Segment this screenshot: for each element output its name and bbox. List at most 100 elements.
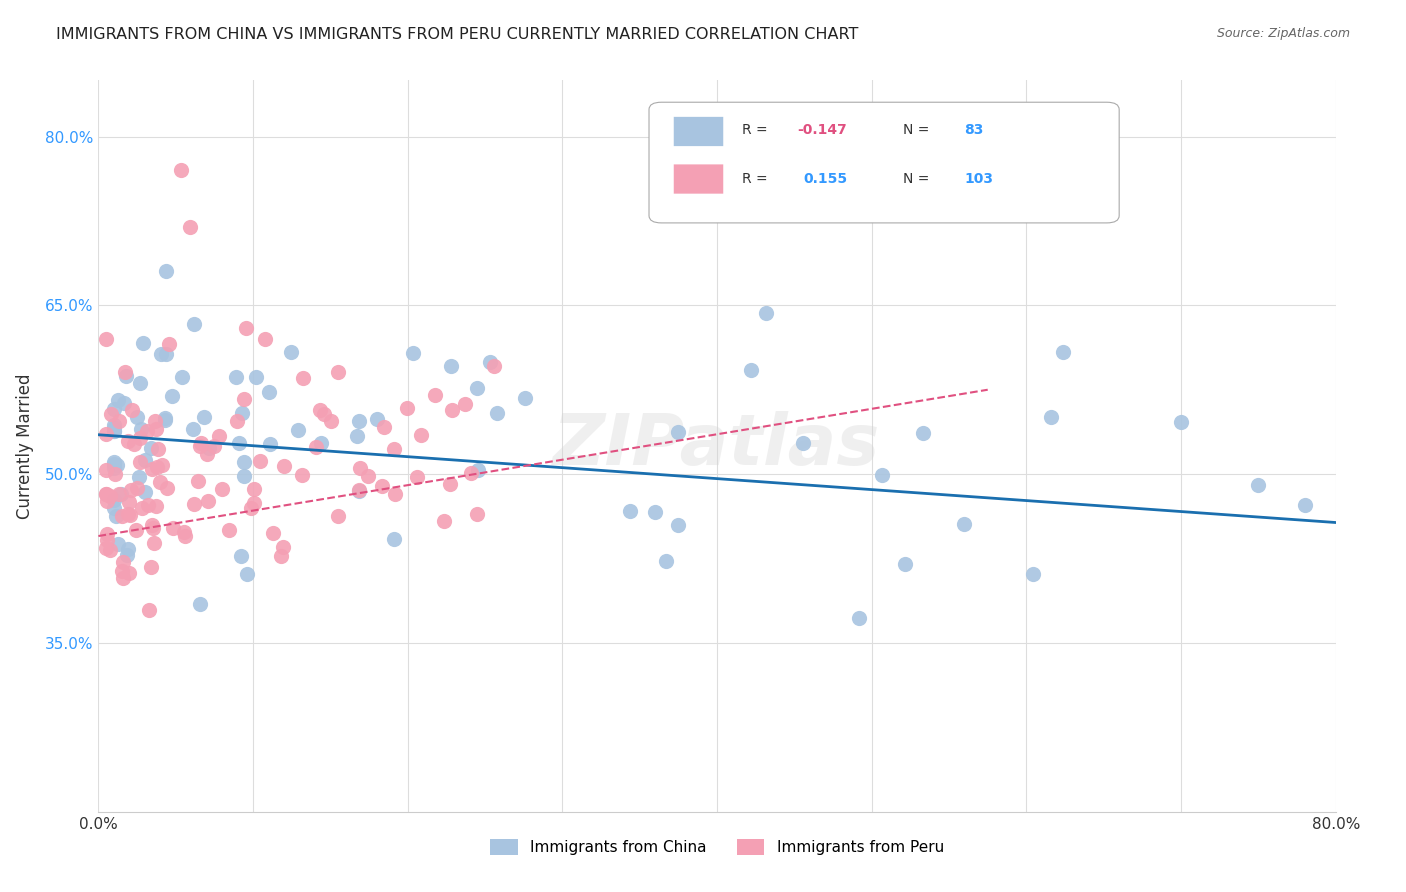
Point <box>465 508 488 522</box>
FancyBboxPatch shape <box>673 117 723 146</box>
Point <box>259 437 281 451</box>
Point <box>103 424 125 438</box>
Point <box>96 463 118 477</box>
Point <box>280 344 302 359</box>
Point <box>233 455 256 469</box>
Point <box>193 409 215 424</box>
Point <box>125 481 148 495</box>
FancyBboxPatch shape <box>650 103 1119 223</box>
Point <box>952 516 974 531</box>
Point <box>96 487 118 501</box>
Point <box>131 421 153 435</box>
Point <box>187 475 209 489</box>
Point <box>145 499 167 513</box>
Point <box>107 537 129 551</box>
Point <box>848 611 870 625</box>
Point <box>117 434 139 449</box>
Point <box>231 549 253 563</box>
Text: 103: 103 <box>965 172 994 186</box>
Point <box>235 321 257 335</box>
Point <box>666 425 689 439</box>
Point <box>134 485 156 500</box>
Point <box>173 524 195 539</box>
Point <box>96 493 118 508</box>
Point <box>304 441 326 455</box>
Y-axis label: Currently Married: Currently Married <box>15 373 34 519</box>
Point <box>108 486 131 500</box>
Point <box>291 468 314 483</box>
Point <box>740 363 762 377</box>
Point <box>103 455 125 469</box>
Point <box>114 365 136 379</box>
Point <box>131 500 153 515</box>
Point <box>156 481 179 495</box>
Point <box>105 458 128 472</box>
Point <box>122 437 145 451</box>
Point <box>117 507 139 521</box>
Point <box>465 381 488 395</box>
Point <box>108 414 131 428</box>
Point <box>136 498 159 512</box>
Point <box>103 421 125 435</box>
Point <box>440 403 463 417</box>
Point <box>103 401 125 416</box>
Point <box>202 439 225 453</box>
Point <box>96 332 118 346</box>
Point <box>145 422 167 436</box>
Point <box>208 429 231 443</box>
Point <box>242 482 264 496</box>
Text: ZIPatlas: ZIPatlas <box>554 411 880 481</box>
Point <box>870 467 893 482</box>
Point <box>129 431 152 445</box>
Point <box>110 487 132 501</box>
Point <box>262 525 284 540</box>
Point <box>460 467 482 481</box>
Point <box>1294 498 1316 512</box>
Point <box>103 457 125 471</box>
Point <box>347 483 370 497</box>
Text: R =: R = <box>742 123 772 137</box>
Point <box>118 495 141 509</box>
Point <box>157 337 180 351</box>
Point <box>515 391 537 405</box>
Point <box>100 407 122 421</box>
Point <box>115 548 138 562</box>
Point <box>231 406 253 420</box>
Point <box>132 336 155 351</box>
Point <box>402 346 425 360</box>
Point <box>190 436 212 450</box>
Point <box>270 549 292 563</box>
Point <box>384 486 406 500</box>
Point <box>107 393 129 408</box>
Legend: Immigrants from China, Immigrants from Peru: Immigrants from China, Immigrants from P… <box>482 831 952 863</box>
Point <box>103 493 125 508</box>
Point <box>253 332 276 346</box>
Point <box>146 442 169 457</box>
Point <box>121 403 143 417</box>
Text: R =: R = <box>742 172 772 186</box>
Point <box>257 385 280 400</box>
Text: Source: ZipAtlas.com: Source: ZipAtlas.com <box>1216 27 1350 40</box>
Point <box>384 532 406 546</box>
Point <box>440 359 463 374</box>
Point <box>911 426 934 441</box>
Point <box>153 413 176 427</box>
Point <box>467 463 489 477</box>
Point <box>321 414 343 428</box>
Point <box>134 452 156 467</box>
Point <box>111 508 134 523</box>
Point <box>346 429 368 443</box>
FancyBboxPatch shape <box>673 164 723 194</box>
Point <box>96 541 118 555</box>
Point <box>245 370 267 384</box>
Point <box>406 469 429 483</box>
Point <box>100 542 122 557</box>
Point <box>666 518 689 533</box>
Point <box>287 423 309 437</box>
Point <box>138 603 160 617</box>
Point <box>271 540 294 554</box>
Point <box>655 553 678 567</box>
Point <box>98 489 121 503</box>
Point <box>1040 410 1063 425</box>
Point <box>792 435 814 450</box>
